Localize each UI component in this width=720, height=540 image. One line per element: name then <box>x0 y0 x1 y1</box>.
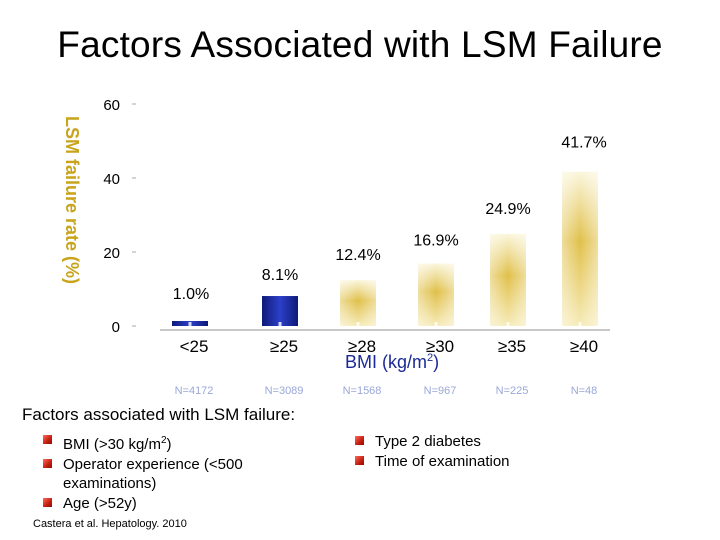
bar-body <box>262 296 298 326</box>
bar-5 <box>490 233 526 329</box>
x-tick-label: ≥28 <box>348 337 376 356</box>
y-axis-label: LSM failure rate (%) <box>62 116 82 285</box>
bar-value-label: 1.0% <box>173 286 209 303</box>
y-tick-label: 40 <box>103 171 120 188</box>
x-tick-label: <25 <box>180 337 209 356</box>
x-tick-label: ≥25 <box>270 337 298 356</box>
y-tick-label: 20 <box>103 245 120 262</box>
bar-count-label: N=967 <box>424 385 457 397</box>
bar-count-label: N=48 <box>571 385 598 397</box>
bar-value-label: 12.4% <box>335 247 380 264</box>
citation: Castera et al. Hepatology. 2010 <box>33 518 187 530</box>
bullet-icon <box>43 458 52 468</box>
factor-text: Time of examination <box>375 452 510 470</box>
bar-count-label: N=1568 <box>343 385 382 397</box>
bar-sheen <box>562 171 598 326</box>
factor-item: Age (>52y) <box>43 494 313 514</box>
factor-list-right: Type 2 diabetes Time of examination <box>355 432 635 471</box>
bar-value-label: 41.7% <box>561 135 606 152</box>
y-tick-label: 0 <box>112 319 120 336</box>
bullet-icon <box>43 497 52 507</box>
factors-heading: Factors associated with LSM failure: <box>22 405 296 424</box>
bar-base-tick <box>578 322 582 329</box>
bar-base-tick <box>356 322 360 329</box>
x-tick-label: ≥30 <box>426 337 454 356</box>
bar-sheen <box>418 263 454 326</box>
factor-text: Age (>52y) <box>63 494 137 512</box>
bar-6 <box>562 171 598 329</box>
bar-base-tick <box>506 322 510 329</box>
factor-item: BMI (>30 kg/m2) <box>43 431 313 455</box>
bar-count-label: N=225 <box>496 385 529 397</box>
y-tick-label: 60 <box>103 97 120 114</box>
bullet-icon <box>355 436 364 445</box>
x-axis-label-end: ) <box>433 352 440 372</box>
bar-2 <box>262 296 298 329</box>
x-tick-label: ≥35 <box>498 337 526 356</box>
bar-base-tick <box>188 322 192 329</box>
bar-1 <box>172 321 208 329</box>
factor-item: Time of examination <box>355 452 635 472</box>
factor-text-end: ) <box>166 436 172 453</box>
bar-4 <box>418 263 454 329</box>
bullet-icon <box>355 455 364 465</box>
factor-item: Operator experience (<500 examinations) <box>43 455 313 494</box>
bar-count-label: N=3089 <box>265 385 304 397</box>
bar-value-label: 8.1% <box>262 267 298 284</box>
bar-3 <box>340 280 376 329</box>
factor-item: Type 2 diabetes <box>355 432 635 452</box>
bar-sheen <box>340 280 376 326</box>
factor-text: Type 2 diabetes <box>375 433 481 450</box>
slide-title: Factors Associated with LSM Failure <box>57 24 663 65</box>
x-axis-label-sup: 2 <box>427 352 434 364</box>
x-axis-label-text: BMI (kg/m <box>345 352 428 372</box>
bullet-icon <box>43 435 52 444</box>
factor-sup: 2 <box>160 435 167 446</box>
bar-count-label: N=4172 <box>175 385 214 397</box>
bar-sheen <box>490 233 526 326</box>
bar-value-label: 16.9% <box>413 232 458 249</box>
bar-base-tick <box>434 322 438 329</box>
x-tick-label: ≥40 <box>570 337 598 356</box>
factor-text: Operator experience (<500 examinations) <box>63 455 243 493</box>
bar-chart: 0 20 40 60 1.0% <25 N=4172 8.1% ≥25 N=3089 12.4% ≥… <box>103 97 610 397</box>
factor-list-left: BMI (>30 kg/m2) Operator experience (<500… <box>43 431 313 513</box>
bar-base-tick <box>278 322 282 329</box>
factor-text: BMI (>30 kg/m <box>63 436 161 453</box>
x-axis-label: BMI (kg/m2) <box>345 352 439 373</box>
bar-value-label: 24.9% <box>485 201 530 218</box>
